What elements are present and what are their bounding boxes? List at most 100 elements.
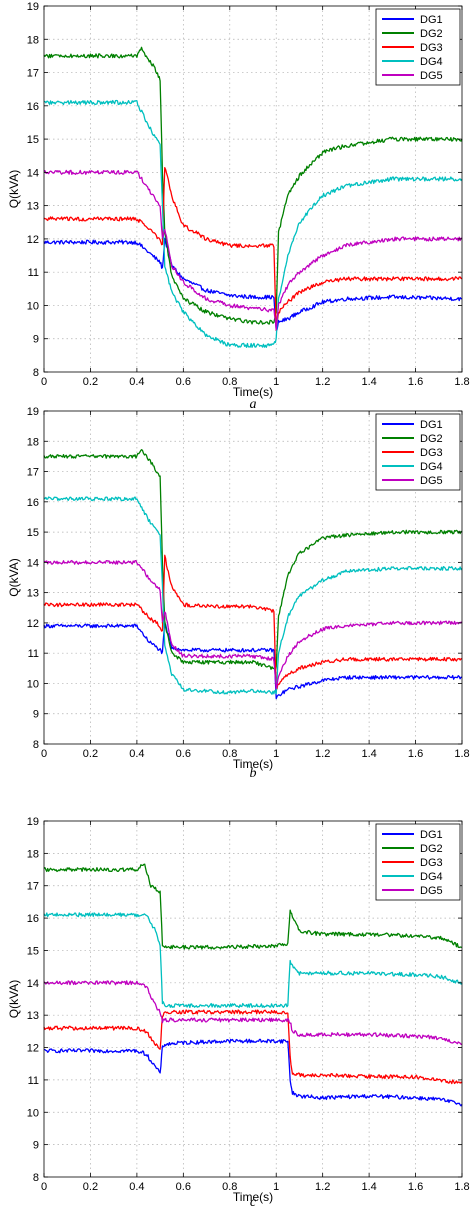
legend: DG1 DG2 DG3 DG4 DG5: [375, 413, 461, 491]
x-tick-label: 1.4: [361, 748, 376, 760]
x-tick-label: 1: [273, 1181, 279, 1193]
series-line-dg3: [43, 1009, 463, 1085]
y-tick-label: 11: [28, 648, 39, 660]
y-tick-label: 15: [27, 134, 39, 146]
legend-label-dg3: DG3: [420, 857, 443, 869]
series-line-dg4: [43, 99, 463, 348]
x-axis-label: Time(s): [233, 385, 273, 399]
legend-label-dg4: DG4: [420, 56, 443, 68]
series-line-dg3: [43, 554, 463, 690]
legend-label-dg3: DG3: [420, 447, 443, 459]
y-tick-label: 19: [27, 1, 39, 13]
y-tick-label: 9: [33, 1140, 39, 1152]
series-line-dg5: [43, 980, 463, 1045]
series-line-dg2: [43, 46, 463, 325]
plot-frame: [43, 820, 463, 1178]
y-tick-label: 10: [27, 678, 39, 690]
legend-label-dg2: DG2: [420, 843, 443, 855]
x-tick-label: 0: [41, 376, 47, 388]
series-line-dg2: [43, 449, 463, 671]
legend: DG1 DG2 DG3 DG4 DG5: [375, 8, 461, 86]
x-tick-label: 1.6: [408, 1181, 423, 1193]
x-tick-label: 0.4: [129, 376, 144, 388]
legend: DG1 DG2 DG3 DG4 DG5: [375, 823, 461, 901]
x-tick-label: 0.8: [222, 376, 237, 388]
legend-label-dg5: DG5: [420, 475, 443, 487]
legend-label-dg1: DG1: [420, 14, 443, 26]
x-tick-label: 0.6: [176, 748, 191, 760]
x-tick-label: 0.8: [222, 748, 237, 760]
chart-panel-c: 0 0.2 0.4 0.6 0.8 1 1.2 1.4 1.6 1.8 8 9 10 11 12 13 14 15…: [7, 816, 470, 1210]
series-line-dg1: [43, 237, 463, 332]
series-line-dg4: [43, 912, 463, 1009]
x-tick-label: 0.4: [129, 748, 144, 760]
y-axis-label: Q(kVA): [7, 980, 21, 1018]
y-tick-label: 8: [33, 367, 39, 379]
chart-panel-b: 0 0.2 0.4 0.6 0.8 1 1.2 1.4 1.6 1.8 8 9 10 11 12 13 14 15…: [7, 406, 470, 781]
y-tick-label: 8: [33, 739, 39, 751]
y-tick-label: 18: [27, 34, 39, 46]
y-tick-label: 9: [33, 709, 39, 721]
y-tick-label: 13: [27, 588, 39, 600]
y-tick-label: 19: [27, 406, 39, 418]
y-tick-label: 16: [27, 101, 39, 113]
y-tick-label: 14: [27, 167, 39, 179]
legend-label-dg3: DG3: [420, 42, 443, 54]
x-axis-label: Time(s): [233, 757, 273, 771]
chart-panel-a: 0 0.2 0.4 0.6 0.8 1 1.2 1.4 1.6 1.8 8 9 10 11 12 13 14 15…: [7, 1, 470, 412]
x-tick-label: 1: [273, 376, 279, 388]
y-tick-label: 11: [28, 1075, 39, 1087]
y-tick-label: 14: [27, 978, 39, 990]
y-tick-label: 14: [27, 557, 39, 569]
y-tick-label: 15: [27, 945, 39, 957]
series-line-dg1: [43, 1038, 463, 1107]
y-tick-label: 18: [27, 436, 39, 448]
plot-frame: [43, 410, 463, 745]
y-tick-label: 13: [27, 1010, 39, 1022]
series-line-dg4: [43, 496, 463, 695]
y-tick-label: 8: [33, 1172, 39, 1184]
x-tick-label: 1.2: [315, 376, 330, 388]
series-line-dg5: [43, 169, 463, 331]
x-tick-label: 0.2: [83, 748, 98, 760]
y-tick-label: 15: [27, 527, 39, 539]
panel-caption: b: [250, 766, 257, 781]
x-tick-label: 0.2: [83, 1181, 98, 1193]
y-tick-label: 17: [27, 68, 39, 80]
plot-frame: [43, 5, 463, 373]
legend-label-dg5: DG5: [420, 70, 443, 82]
x-tick-label: 1.8: [454, 376, 469, 388]
x-tick-label: 1.6: [408, 748, 423, 760]
y-tick-label: 10: [27, 300, 39, 312]
y-tick-label: 18: [27, 848, 39, 860]
series-line-dg2: [43, 863, 463, 950]
y-tick-label: 16: [27, 913, 39, 925]
x-tick-label: 0.6: [176, 1181, 191, 1193]
panel-caption: a: [250, 397, 257, 412]
y-tick-label: 19: [27, 816, 39, 828]
legend-label-dg1: DG1: [420, 829, 443, 841]
y-tick-label: 11: [28, 267, 39, 279]
y-tick-label: 16: [27, 497, 39, 509]
y-tick-label: 12: [27, 1043, 39, 1055]
x-tick-label: 1.2: [315, 748, 330, 760]
x-tick-label: 1.8: [454, 748, 469, 760]
y-tick-label: 17: [27, 881, 39, 893]
y-axis-label: Q(kVA): [7, 170, 21, 208]
y-axis-label: Q(kVA): [7, 558, 21, 596]
x-tick-label: 0.8: [222, 1181, 237, 1193]
x-tick-label: 0.2: [83, 376, 98, 388]
x-tick-label: 1: [273, 748, 279, 760]
x-tick-label: 1.4: [361, 376, 376, 388]
legend-label-dg4: DG4: [420, 461, 443, 473]
series-line-dg1: [43, 622, 463, 700]
series-line-dg5: [43, 559, 463, 690]
series-line-dg3: [43, 167, 463, 332]
x-tick-label: 0: [41, 748, 47, 760]
legend-label-dg2: DG2: [420, 433, 443, 445]
x-tick-label: 1.4: [361, 1181, 376, 1193]
legend-label-dg2: DG2: [420, 28, 443, 40]
y-tick-label: 12: [27, 234, 39, 246]
